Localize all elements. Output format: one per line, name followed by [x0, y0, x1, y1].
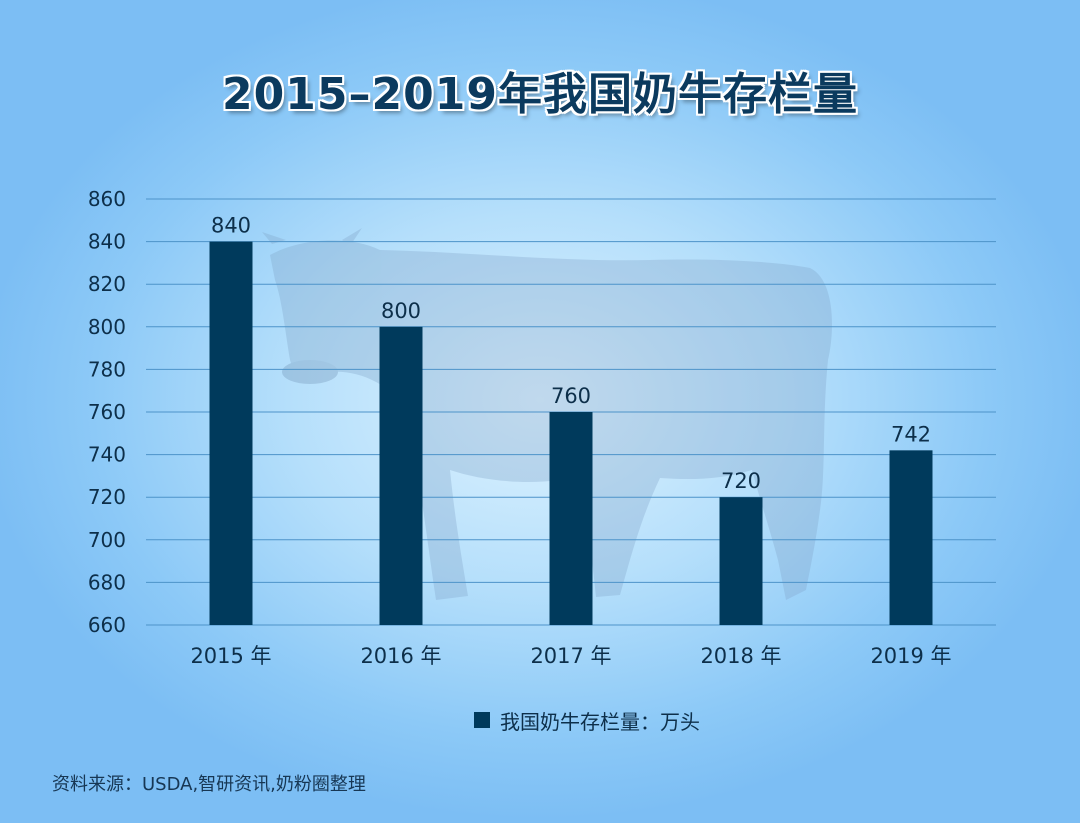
bar: [549, 412, 593, 625]
x-tick-label: 2018 年: [700, 644, 781, 668]
y-tick-label: 860: [88, 187, 126, 211]
data-label: 720: [721, 469, 761, 493]
bar: [889, 450, 933, 625]
x-tick-label: 2019 年: [870, 644, 951, 668]
data-label: 760: [551, 384, 591, 408]
y-tick-label: 800: [88, 315, 126, 339]
y-tick-label: 820: [88, 272, 126, 296]
source-note: 资料来源：USDA,智研资讯,奶粉圈整理: [52, 774, 366, 795]
legend: 我国奶牛存栏量：万头: [474, 706, 700, 734]
chart-title: 2015–2019年我国奶牛存栏量: [222, 69, 858, 120]
y-tick-label: 760: [88, 400, 126, 424]
data-label: 800: [381, 299, 421, 323]
y-tick-label: 840: [88, 230, 126, 254]
legend-label: 我国奶牛存栏量：万头: [500, 709, 700, 734]
y-tick-label: 780: [88, 357, 126, 381]
y-tick-label: 740: [88, 443, 126, 467]
x-tick-label: 2017 年: [530, 644, 611, 668]
y-tick-label: 680: [88, 570, 126, 594]
y-tick-label: 700: [88, 528, 126, 552]
legend-swatch: [474, 712, 490, 728]
data-label: 742: [891, 422, 931, 446]
y-tick-label: 720: [88, 485, 126, 509]
y-tick-label: 660: [88, 613, 126, 637]
bar: [209, 241, 253, 625]
bar: [379, 326, 423, 625]
data-label: 840: [211, 214, 251, 238]
x-tick-label: 2016 年: [360, 644, 441, 668]
x-tick-label: 2015 年: [190, 644, 271, 668]
bar: [719, 497, 763, 625]
